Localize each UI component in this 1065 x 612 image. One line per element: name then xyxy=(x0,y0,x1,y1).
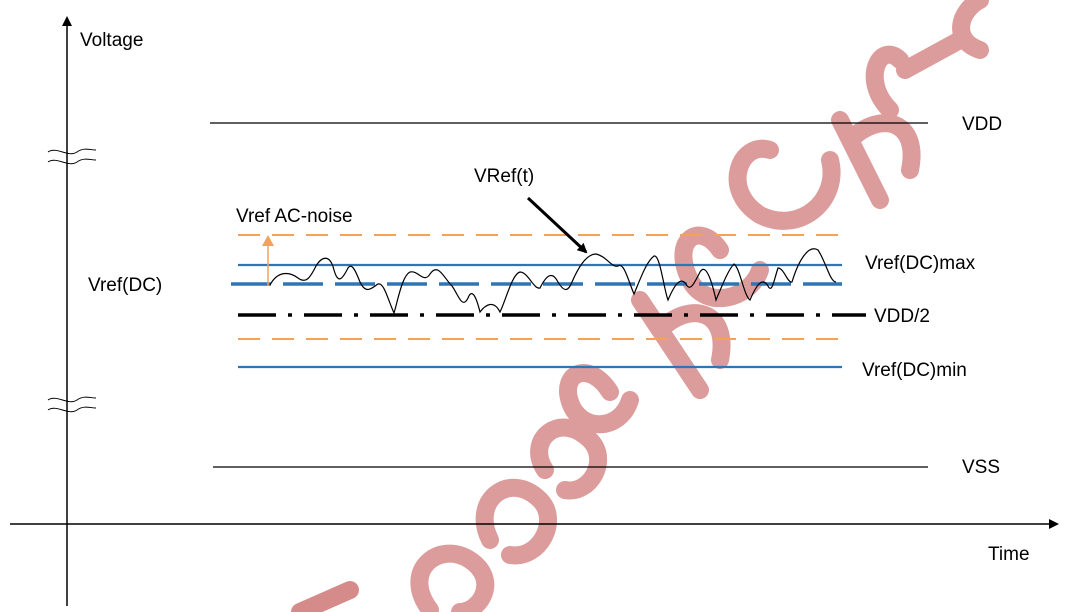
axis-break-lower xyxy=(47,396,97,413)
vref-t-pointer xyxy=(526,196,588,254)
vref-t-waveform xyxy=(269,248,837,315)
ac-noise-arrowhead xyxy=(262,235,274,246)
vref-t-label: VRef(t) xyxy=(474,166,534,187)
x-axis-label: Time xyxy=(988,544,1030,565)
ac-noise-label: Vref AC-noise xyxy=(236,206,353,227)
vss-label: VSS xyxy=(962,457,1000,478)
watermark-stroke xyxy=(291,581,359,612)
vref-dc-label: Vref(DC) xyxy=(88,275,162,296)
axis-break-upper xyxy=(47,148,97,165)
vdd-half-label: VDD/2 xyxy=(874,306,930,327)
y-axis-label: Voltage xyxy=(80,30,143,51)
vdd-label: VDD xyxy=(962,114,1002,135)
vref-dc-min-label: Vref(DC)min xyxy=(862,360,967,381)
vref-dc-max-label: Vref(DC)max xyxy=(865,253,976,274)
